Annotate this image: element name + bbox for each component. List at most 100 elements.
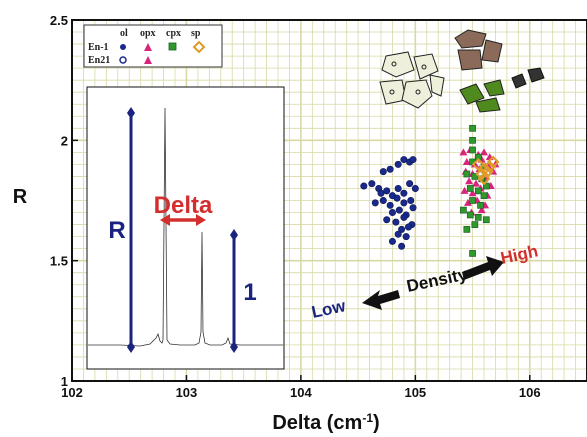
y-tick-label: 1.5 — [50, 254, 68, 269]
y-tick-label: 2.5 — [50, 13, 68, 28]
point-ol — [409, 204, 417, 212]
point-ol — [404, 223, 412, 231]
spectrum-line — [88, 107, 283, 347]
point-sp — [483, 160, 497, 174]
point-cpx — [469, 146, 476, 154]
legend-col-ol: ol — [120, 28, 128, 39]
inset-delta-label: Delta — [154, 192, 213, 219]
data-markers — [360, 124, 500, 257]
olivine-grains-icon — [379, 51, 445, 109]
point-opx — [459, 148, 468, 156]
legend-marker-ol-en1 — [120, 44, 126, 50]
point-ol — [398, 242, 406, 250]
y-tick-label: 2 — [61, 133, 68, 148]
inset-spectrum: R 1 Delta — [86, 86, 285, 370]
point-opx — [480, 148, 488, 156]
point-cpx — [477, 201, 484, 209]
legend-marker-ol-en21 — [119, 56, 127, 64]
legend-marker-opx-en21 — [144, 56, 152, 64]
y-tick-label: 1 — [61, 374, 68, 389]
point-cpx — [474, 213, 482, 221]
point-ol — [394, 160, 402, 168]
point-opx — [465, 177, 474, 185]
point-cpx — [469, 250, 476, 257]
x-tick-label: 106 — [519, 385, 541, 400]
point-ol — [388, 237, 396, 245]
point-ol — [368, 180, 376, 188]
point-ol — [394, 184, 402, 192]
orthopyroxene-grains-icon — [454, 29, 503, 71]
legend-marker-cpx — [168, 42, 177, 51]
point-cpx — [466, 185, 474, 192]
point-opx — [471, 179, 480, 187]
legend-marker-sp — [192, 40, 206, 54]
density-arrow-high — [462, 256, 504, 280]
point-cpx — [463, 170, 471, 178]
inset-one-label: 1 — [243, 279, 256, 306]
point-opx — [462, 157, 471, 165]
point-cpx — [466, 211, 474, 219]
point-sp — [475, 167, 489, 181]
legend-marker-opx-en1 — [144, 43, 152, 51]
point-ol — [406, 180, 414, 188]
point-ol — [400, 213, 408, 221]
point-ol — [400, 189, 408, 197]
point-ol — [393, 194, 401, 202]
point-cpx — [469, 136, 476, 144]
x-tick-label: 105 — [404, 385, 426, 400]
inset-frame — [86, 86, 285, 370]
point-ol — [379, 197, 387, 205]
legend-col-cpx: cpx — [166, 28, 181, 39]
inset-delta-arrow-left — [160, 214, 170, 226]
tick-labels: 102 103 104 105 106 1 1.5 2 2.5 — [50, 13, 541, 400]
x-tick-label: 104 — [290, 385, 312, 400]
x-tick-label: 103 — [176, 385, 198, 400]
point-opx — [460, 186, 469, 194]
point-cpx — [471, 221, 479, 228]
spinel-grains-icon — [511, 67, 545, 89]
legend-row-en21: En21 — [88, 55, 110, 66]
point-cpx — [480, 192, 488, 200]
point-cpx — [474, 187, 482, 195]
point-ol — [386, 201, 394, 209]
point-cpx — [460, 206, 467, 214]
point-cpx — [463, 226, 471, 233]
point-ol — [371, 199, 379, 207]
point-ol — [398, 225, 406, 233]
point-ol — [394, 230, 402, 238]
point-ol — [383, 216, 391, 224]
point-cpx — [469, 197, 476, 204]
legend-col-sp: sp — [191, 28, 201, 39]
point-ol — [409, 156, 417, 164]
point-ol — [395, 206, 403, 214]
point-ol — [402, 233, 410, 241]
inset-one-arrow-bottom — [230, 341, 238, 353]
inset-delta-arrow-right — [196, 214, 206, 226]
point-ol — [388, 209, 396, 217]
point-ol — [379, 168, 387, 176]
point-ol — [383, 187, 391, 195]
legend-col-opx: opx — [140, 28, 156, 39]
point-ol — [386, 165, 394, 173]
point-ol — [360, 182, 368, 190]
point-ol — [407, 197, 415, 205]
point-ol — [392, 218, 400, 226]
inset-R-arrow-top — [127, 107, 135, 119]
legend-row-en1: En-1 — [88, 42, 109, 53]
x-axis-label: Delta (cm-1) — [272, 411, 379, 434]
density-arrow-low — [362, 290, 400, 310]
point-cpx — [482, 216, 490, 224]
point-sp — [486, 155, 500, 169]
plot-frame — [71, 19, 587, 382]
point-sp — [477, 172, 491, 186]
legend: ol opx cpx sp En-1 En21 — [83, 24, 223, 68]
point-opx — [477, 206, 486, 214]
point-opx — [468, 189, 477, 197]
point-cpx — [469, 124, 476, 132]
inset-one-arrow-top — [230, 229, 238, 241]
clinopyroxene-grains-icon — [459, 79, 505, 113]
inset-R-arrow-bottom — [127, 341, 135, 353]
point-ol — [411, 184, 419, 192]
point-cpx — [482, 182, 490, 190]
